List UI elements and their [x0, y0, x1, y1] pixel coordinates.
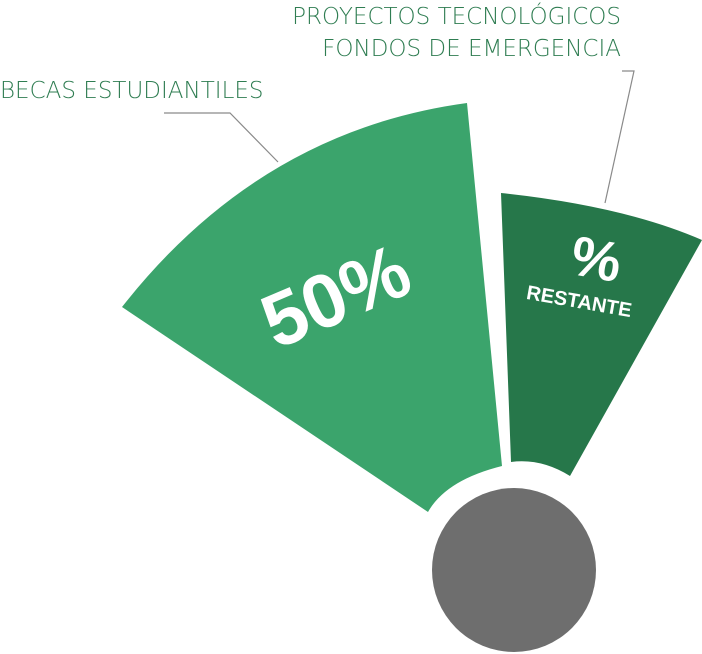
label-proyectos-tecnologicos: PROYECTOS TECNOLÓGICOS: [292, 2, 621, 30]
leader-line-left: [164, 112, 279, 163]
slice-restante: [501, 193, 702, 476]
label-becas-estudiantiles: BECAS ESTUDIANTILES: [0, 78, 264, 104]
label-fondos-de-emergencia: FONDOS DE EMERGENCIA: [322, 36, 621, 62]
slice-value-label-percent: %: [566, 223, 626, 294]
slice-becas-estudiantiles: [122, 103, 502, 512]
leader-line-right: [604, 70, 635, 204]
center-circle: [432, 488, 596, 652]
